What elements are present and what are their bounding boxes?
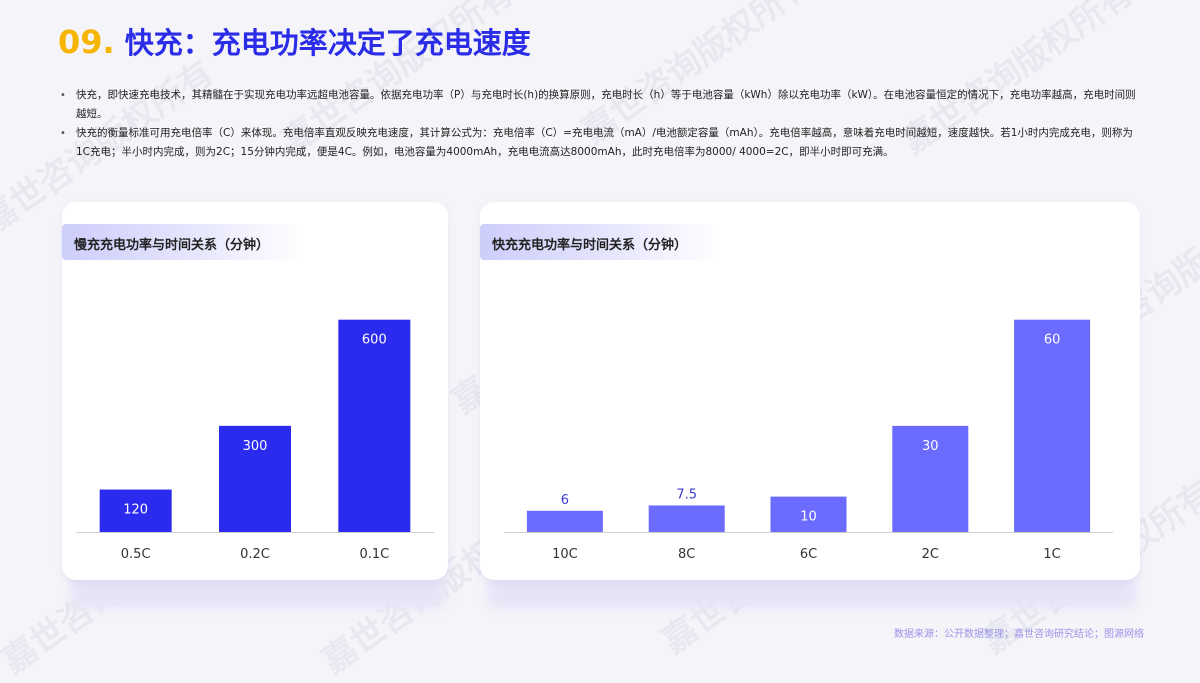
data-label: 30 <box>922 439 939 454</box>
bar <box>526 510 603 532</box>
slow-charge-chart: 120 0.5C 300 0.2C 600 0.1C <box>76 319 434 562</box>
bar <box>648 505 725 532</box>
data-label: 10 <box>800 510 817 525</box>
section-title: 快充：充电功率决定了充电速度 <box>124 26 531 60</box>
chart-title: 慢充充电功率与时间关系（分钟） <box>74 238 270 253</box>
data-label: 60 <box>1044 333 1061 348</box>
bullet-text: 快充的衡量标准可用充电倍率（C）来体现。充电倍率直观反映充电速度，其计算公式为：… <box>76 127 1133 158</box>
fast-charge-chart: 6 10C 7.5 8C 10 6C 30 2C 60 1C <box>504 319 1113 562</box>
bullet-text: 快充，即快速充电技术，其精髓在于实现充电功率远超电池容量。依据充电功率（P）与充… <box>76 89 1136 120</box>
chart-title: 快充充电功率与时间关系（分钟） <box>492 238 688 253</box>
bar <box>770 496 847 532</box>
x-tick-label: 0.5C <box>121 547 151 562</box>
x-tick-label: 0.2C <box>240 547 270 562</box>
x-tick-label: 10C <box>552 547 578 562</box>
data-label: 120 <box>123 503 148 518</box>
bar <box>1014 319 1091 532</box>
chart-title-bar: 慢充充电功率与时间关系（分钟） <box>62 224 302 260</box>
bar <box>99 489 172 532</box>
bullet-item: • 快充的衡量标准可用充电倍率（C）来体现。充电倍率直观反映充电速度，其计算公式… <box>60 124 1145 162</box>
chart-title-bar: 快充充电功率与时间关系（分钟） <box>480 224 720 260</box>
x-tick-label: 8C <box>678 547 695 562</box>
data-label: 6 <box>561 493 569 508</box>
data-source: 数据来源：公开数据整理；嘉世咨询研究结论；图源网络 <box>894 629 1144 640</box>
bullet-item: • 快充，即快速充电技术，其精髓在于实现充电功率远超电池容量。依据充电功率（P）… <box>60 86 1145 124</box>
bullet-dot-icon: • <box>60 90 66 101</box>
data-label: 600 <box>362 333 387 348</box>
x-tick-label: 6C <box>800 547 817 562</box>
x-tick-label: 0.1C <box>359 547 389 562</box>
fast-charge-card: 快充充电功率与时间关系（分钟） 6 10C 7.5 8C 10 6C 30 2C 60 1C <box>480 202 1140 580</box>
slow-charge-card: 慢充充电功率与时间关系（分钟） 120 0.5C 300 0.2C 600 0.1C <box>62 202 448 580</box>
x-tick-label: 2C <box>922 547 939 562</box>
data-label: 7.5 <box>676 487 697 502</box>
x-tick-label: 1C <box>1043 547 1060 562</box>
bar <box>338 319 411 532</box>
bullet-dot-icon: • <box>60 128 66 139</box>
page-title: 09. 快充：充电功率决定了充电速度 <box>58 20 531 66</box>
data-label: 300 <box>243 439 268 454</box>
bar <box>219 425 291 532</box>
bar <box>892 425 969 532</box>
section-number: 09. <box>58 23 115 61</box>
bullet-list: • 快充，即快速充电技术，其精髓在于实现充电功率远超电池容量。依据充电功率（P）… <box>60 86 1145 162</box>
